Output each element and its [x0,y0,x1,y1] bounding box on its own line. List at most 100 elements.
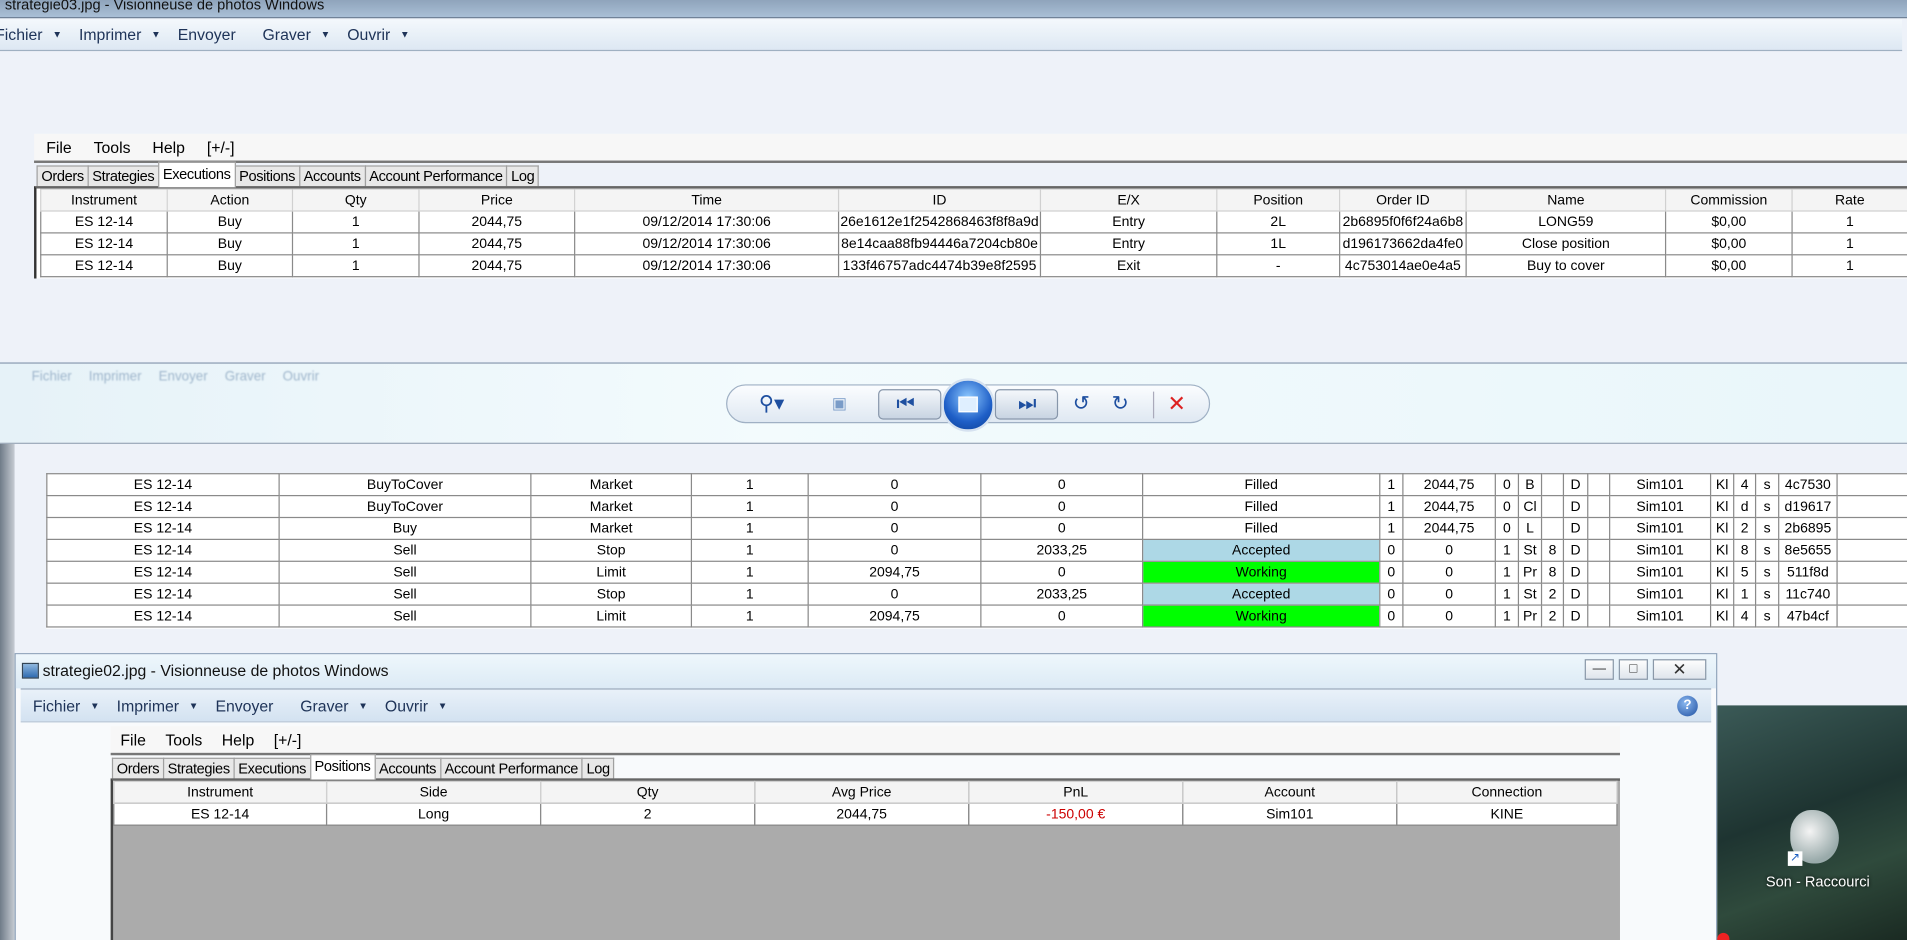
table-row[interactable]: ES 12-14 Buy 1 2044,75 09/12/2014 17:30:06 8e… [40,232,1907,256]
column-header-side[interactable]: Side [325,780,542,804]
tab-log[interactable]: Log [581,757,615,780]
tab-account-performance[interactable]: Account Performance [364,165,508,188]
maximize-button[interactable]: □ [1618,659,1648,680]
close-button[interactable]: ✕ [1652,659,1707,680]
table-cell: $0,00 [1664,210,1793,234]
table-row[interactable]: ES 12-14 Sell Stop 1 0 2033,25 Accepted 0 0 1 St 8 D… [46,538,1907,562]
column-header-position[interactable]: Position [1216,188,1341,212]
photo-viewer-menubar: Fichier ▼ Imprimer ▼ Envoyer Graver ▼ Ouvrir ▼ [0,19,1903,52]
menu-graver[interactable]: Graver [300,696,349,716]
menu-imprimer[interactable]: Imprimer [116,696,180,716]
tab-account-performance[interactable]: Account Performance [439,757,583,780]
menu-graver[interactable]: Graver [262,25,311,44]
table-row[interactable]: ES 12-14 Sell Limit 1 2094,75 0 Working 0 0 1 Pr 2 D… [46,604,1907,628]
column-header-avg-price[interactable]: Avg Price [754,780,970,804]
ghost-menu-item: Graver [224,369,266,385]
column-header-order-id[interactable]: Order ID [1339,188,1467,212]
column-header-action[interactable]: Action [166,188,294,212]
table-cell: BuyToCover [278,473,532,497]
app-menu-item[interactable]: Tools [93,138,131,157]
menu-fichier[interactable]: Fichier [0,25,43,44]
rotate-left-icon[interactable]: ↺ [1072,391,1091,415]
app-menu-item[interactable]: File [120,730,146,749]
tab-executions[interactable]: Executions [233,757,311,780]
column-header-qty[interactable]: Qty [291,188,420,212]
table-cell [1836,494,1907,519]
column-header-connection[interactable]: Connection [1396,780,1618,804]
table-cell: KINE [1396,802,1618,826]
tab-orders[interactable]: Orders [36,165,89,188]
slideshow-button[interactable] [941,378,995,432]
tab-strategies[interactable]: Strategies [87,165,160,188]
help-icon[interactable]: ? [1677,695,1698,717]
tab-log[interactable]: Log [506,165,540,188]
zoom-icon[interactable]: ⚲▾ [758,391,785,415]
dropdown-arrow-icon[interactable]: ▼ [320,29,331,41]
table-cell: 0 [807,582,982,606]
dropdown-arrow-icon[interactable]: ▼ [399,29,410,41]
app-menu-item[interactable]: [+/-] [273,730,302,749]
table-row[interactable]: ES 12-14 Long 2 2044,75 -150,00 € Sim101 KINE [113,802,1618,826]
column-header-qty[interactable]: Qty [539,780,756,804]
table-cell: 1 [690,604,809,628]
table-row[interactable]: ES 12-14 Buy 1 2044,75 09/12/2014 17:30:06 26… [40,210,1907,234]
column-header-instrument[interactable]: Instrument [40,188,168,212]
column-header-e-x[interactable]: E/X [1039,188,1218,212]
column-header-name[interactable]: Name [1465,188,1667,212]
bottom-window-title: strategie02.jpg - Visionneuse de photos … [42,661,389,680]
table-row[interactable]: ES 12-14 Buy 1 2044,75 09/12/2014 17:30:06 13… [40,254,1907,278]
table-cell: 11c740 [1778,582,1838,606]
menu-ouvrir[interactable]: Ouvrir [347,25,391,44]
minimize-button[interactable]: — [1584,659,1614,680]
column-header-commission[interactable]: Commission [1664,188,1793,212]
column-header-price[interactable]: Price [418,188,576,212]
column-header-account[interactable]: Account [1182,780,1398,804]
table-row[interactable]: ES 12-14 BuyToCover Market 1 0 0 Filled 1 2044,7… [46,473,1907,497]
dropdown-arrow-icon[interactable]: ▼ [151,29,161,41]
table-cell: Market [530,473,693,497]
table-cell: Sell [278,582,532,606]
column-header-rate[interactable]: Rate [1791,188,1907,212]
ghost-menu-item: Imprimer [88,369,142,385]
table-row[interactable]: ES 12-14 Buy Market 1 0 0 Filled 1 2044,75 0 L D Sim… [46,516,1907,540]
table-row[interactable]: ES 12-14 Sell Limit 1 2094,75 0 Working 0 0 1 Pr 8 D… [46,560,1907,584]
dropdown-arrow-icon[interactable]: ▼ [437,700,448,712]
menu-envoyer[interactable]: Envoyer [177,25,236,44]
dropdown-arrow-icon[interactable]: ▼ [358,700,368,712]
desktop-icon-label[interactable]: Son - Raccourci [1765,873,1870,891]
table-cell: s [1754,516,1780,540]
app-menu-item[interactable]: [+/-] [206,138,235,157]
menu-envoyer[interactable]: Envoyer [215,696,274,716]
table-row[interactable]: ES 12-14 Sell Stop 1 0 2033,25 Accepted 0 0 1 St 2 D… [46,582,1907,606]
column-header-id[interactable]: ID [837,188,1042,212]
column-header-time[interactable]: Time [574,188,840,212]
dropdown-arrow-icon[interactable]: ▼ [188,700,199,712]
rotate-right-icon[interactable]: ↻ [1111,391,1129,415]
previous-button[interactable]: ⏮ [878,389,942,420]
tab-accounts[interactable]: Accounts [374,757,441,780]
menu-fichier[interactable]: Fichier [32,696,81,716]
delete-icon[interactable]: ✕ [1167,391,1186,416]
menu-imprimer[interactable]: Imprimer [78,25,142,44]
tab-executions[interactable]: Executions [157,161,236,188]
app-menu-item[interactable]: Help [152,138,185,157]
tab-positions[interactable]: Positions [234,165,300,188]
table-cell: s [1754,494,1780,519]
app-menu-item[interactable]: Tools [165,730,203,749]
fit-window-icon[interactable]: ▣ [831,394,847,413]
app-menu-item[interactable]: File [46,138,72,157]
dropdown-arrow-icon[interactable]: ▼ [90,700,100,712]
dropdown-arrow-icon[interactable]: ▼ [52,29,62,41]
table-row[interactable]: ES 12-14 BuyToCover Market 1 0 0 Filled 1 2044,7… [46,494,1907,519]
tab-strategies[interactable]: Strategies [162,757,235,780]
app-menu-item[interactable]: Help [221,730,255,749]
next-button[interactable]: ⏭ [994,389,1059,420]
tab-accounts[interactable]: Accounts [298,165,366,188]
column-header-instrument[interactable]: Instrument [113,780,328,804]
table-cell [1587,494,1611,519]
tab-positions[interactable]: Positions [309,754,376,780]
tab-orders[interactable]: Orders [111,757,165,780]
column-header-pnl[interactable]: PnL [968,780,1184,804]
menu-ouvrir[interactable]: Ouvrir [384,696,428,716]
previous-icon: ⏮ [896,391,915,415]
